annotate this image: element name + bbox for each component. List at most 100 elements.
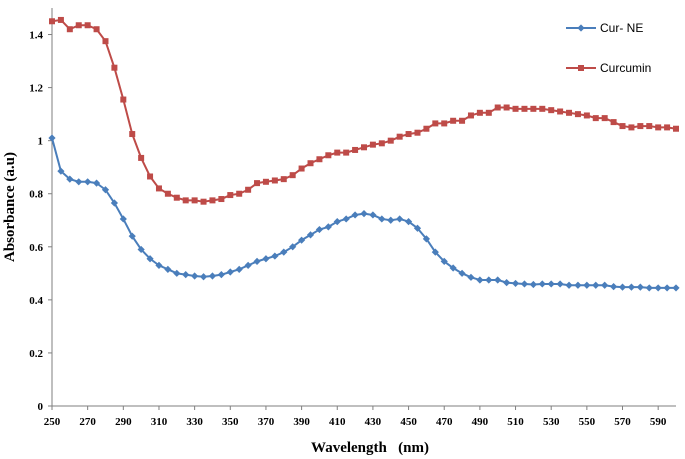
- data-point: [369, 141, 376, 148]
- data-point: [440, 257, 448, 265]
- data-point: [245, 186, 252, 193]
- data-point: [396, 215, 404, 223]
- data-point: [619, 123, 626, 130]
- data-point: [110, 199, 118, 207]
- y-tick-label: 0: [38, 401, 44, 413]
- y-tick-label: 1.4: [29, 30, 43, 42]
- data-point: [476, 276, 484, 284]
- data-point: [654, 284, 662, 292]
- data-point: [217, 271, 225, 279]
- data-point: [529, 280, 537, 289]
- data-point: [236, 190, 243, 197]
- data-point: [289, 243, 297, 251]
- data-point: [583, 281, 591, 289]
- data-point: [84, 178, 92, 186]
- data-point: [485, 276, 493, 284]
- data-point: [120, 96, 127, 103]
- data-point: [628, 124, 635, 131]
- y-axis-title: Absorbance (a.u): [2, 152, 18, 262]
- data-point: [467, 112, 474, 119]
- data-point: [227, 192, 234, 199]
- data-point: [547, 280, 555, 288]
- data-point: [655, 124, 662, 131]
- data-point: [280, 176, 287, 183]
- series-line: [51, 18, 677, 203]
- data-point: [146, 255, 154, 263]
- legend: Cur- NE Curcumin: [566, 21, 651, 75]
- data-point: [343, 149, 350, 156]
- data-point: [404, 217, 413, 226]
- x-tick-label: 410: [329, 416, 346, 428]
- data-point: [324, 223, 332, 231]
- data-point: [307, 160, 314, 167]
- data-point: [663, 284, 671, 292]
- data-point: [66, 175, 74, 183]
- legend-marker: [577, 24, 585, 32]
- data-point: [191, 272, 199, 280]
- data-point: [369, 211, 377, 219]
- data-point: [289, 172, 296, 179]
- data-point: [646, 123, 653, 130]
- data-point: [413, 224, 422, 232]
- data-point: [182, 271, 190, 279]
- data-point: [378, 140, 385, 147]
- data-point: [556, 280, 564, 288]
- data-point: [467, 273, 475, 281]
- data-point: [592, 115, 599, 122]
- data-point: [306, 231, 315, 239]
- data-point: [57, 167, 65, 175]
- data-point: [280, 248, 288, 256]
- data-point: [164, 190, 171, 197]
- data-point: [673, 125, 679, 132]
- data-point: [618, 283, 627, 291]
- x-tick-group: 250 270 290 310 330 350 370 390 410 430 450 470 490 5…: [44, 406, 667, 428]
- data-point: [200, 198, 207, 205]
- data-point: [574, 281, 582, 289]
- data-point: [512, 105, 519, 112]
- x-tick-label: 370: [258, 416, 275, 428]
- x-tick-label: 450: [400, 416, 417, 428]
- data-point: [520, 280, 529, 288]
- data-point: [503, 104, 510, 111]
- data-point: [137, 245, 145, 254]
- x-tick-label: 310: [151, 416, 168, 428]
- data-point: [173, 269, 181, 277]
- data-point: [111, 64, 118, 71]
- data-point: [636, 283, 644, 291]
- x-tick-label: 270: [79, 416, 96, 428]
- legend-label: Curcumin: [600, 61, 651, 75]
- data-point: [173, 194, 180, 201]
- x-tick-label: 530: [543, 416, 560, 428]
- data-point: [315, 225, 324, 234]
- y-tick-group: 0 0.2 0.4 0.6 0.8 1 1.2 1.4: [29, 30, 52, 413]
- data-point: [333, 217, 341, 226]
- data-point: [450, 117, 457, 124]
- x-tick-label: 330: [186, 416, 203, 428]
- data-point: [565, 281, 573, 289]
- data-point: [298, 165, 305, 172]
- data-point: [254, 180, 261, 187]
- data-point: [387, 216, 395, 224]
- data-point: [592, 281, 600, 289]
- data-point: [244, 261, 252, 269]
- data-point: [610, 119, 617, 126]
- legend-label: Cur- NE: [600, 21, 643, 35]
- y-tick-label: 0.2: [29, 348, 43, 360]
- data-point: [387, 137, 394, 144]
- legend-marker: [578, 65, 584, 71]
- data-point: [414, 129, 421, 136]
- data-point: [129, 131, 136, 138]
- legend-item: Cur- NE: [566, 21, 643, 35]
- data-point: [530, 105, 537, 112]
- legend-item: Curcumin: [566, 61, 651, 75]
- data-point: [432, 120, 439, 127]
- data-point: [147, 173, 154, 180]
- data-point: [351, 211, 359, 219]
- data-point: [334, 149, 341, 156]
- data-point: [423, 125, 430, 132]
- data-point: [138, 154, 145, 161]
- data-point: [352, 146, 359, 153]
- data-point: [672, 284, 680, 292]
- data-point: [92, 179, 101, 187]
- data-point: [441, 120, 448, 127]
